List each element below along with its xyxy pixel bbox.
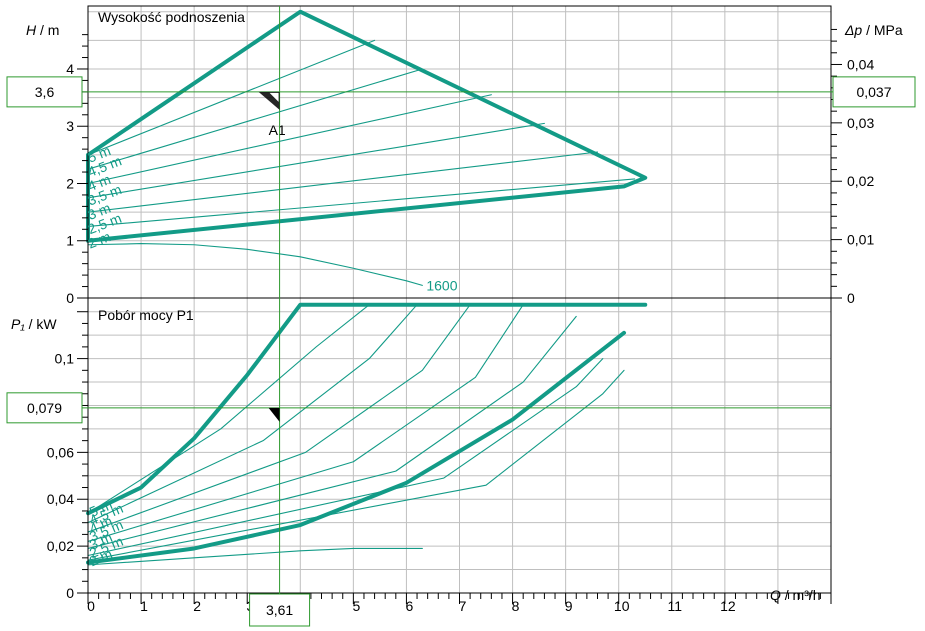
flow-value-box: 3,61 <box>249 593 311 627</box>
power-axis-symbol: P₁ <box>11 316 25 332</box>
flow-tick-label: 10 <box>614 598 630 614</box>
flow-value-box-frame <box>249 593 311 627</box>
power-value-box: 0,079 <box>6 392 83 424</box>
curve-3-5-m <box>87 304 524 542</box>
curve-3-m <box>87 315 577 550</box>
power-value-box-frame <box>6 392 83 424</box>
flow-tick-label: 5 <box>352 598 360 614</box>
head-tick-label: 3 <box>66 118 74 134</box>
power-tick-label: 0,04 <box>47 491 74 507</box>
curve-max <box>86 302 648 516</box>
flow-tick-label: 11 <box>668 598 683 614</box>
head-panel-title: Wysokość podnoszenia <box>98 9 245 25</box>
curve-1600 <box>87 243 423 286</box>
curve-4-m <box>87 304 471 533</box>
head-axis-unit: / m <box>36 22 59 38</box>
grid <box>88 6 832 593</box>
power-point-symbol <box>268 407 280 422</box>
flow-axis-title: Q / m³/h <box>770 587 821 603</box>
curve-5-m <box>87 39 376 156</box>
pressure-axis-symbol: Δp <box>844 22 862 38</box>
pressure-tick-label: 0,02 <box>847 173 874 189</box>
power-tick-label: 0,06 <box>47 444 74 460</box>
flow-tick-label: 9 <box>565 598 573 614</box>
head-value-box-text: 3,6 <box>35 84 55 100</box>
curve-3-m <box>87 151 599 213</box>
curve-min <box>86 330 627 565</box>
curve-2-5-m <box>87 358 604 557</box>
pressure-axis-title: Δp / MPa <box>844 22 903 38</box>
curve-3-5-m <box>87 122 545 199</box>
power-value-box-text: 0,079 <box>27 400 62 416</box>
curve-4-m <box>87 94 492 185</box>
curve-4-5-m <box>87 68 423 170</box>
flow-axis-unit: / m³/h <box>781 587 821 603</box>
curve-2-m <box>87 369 625 561</box>
head-tick-label: 0 <box>66 290 74 306</box>
power-tick-label: 0 <box>66 585 74 601</box>
flow-tick-label: 8 <box>512 598 520 614</box>
flow-tick-label: 2 <box>193 598 201 614</box>
head-axis-title: H / m <box>26 22 59 38</box>
pressure-tick-label: 0 <box>847 290 855 306</box>
power-panel-title: Pobór mocy P1 <box>98 307 194 323</box>
head-value-box-frame <box>6 76 83 108</box>
pressure-value-box: 0,037 <box>832 76 916 108</box>
operating-point-label: A1 <box>269 122 286 138</box>
pressure-value-box-text: 0,037 <box>856 84 891 100</box>
power-axis-title: P₁ / kW <box>11 316 57 332</box>
curve-4-5-m <box>87 304 418 524</box>
head-value-box: 3,6 <box>6 76 83 108</box>
pressure-tick-label: 0,01 <box>847 232 874 248</box>
curve-2-5-m <box>87 178 636 227</box>
pressure-tick-label: 0,03 <box>847 115 874 131</box>
curves <box>86 9 648 566</box>
head-axis-symbol: H <box>26 22 37 38</box>
head-tick-label: 1 <box>66 233 74 249</box>
pressure-axis-unit: / MPa <box>862 22 903 38</box>
head-curve-label: 2 m <box>85 228 113 251</box>
pressure-value-box-frame <box>832 76 916 108</box>
head-tick-label: 4 <box>66 61 74 77</box>
head-tick-label: 2 <box>66 175 74 191</box>
flow-tick-label: 7 <box>459 598 467 614</box>
curve-5-m <box>87 304 370 514</box>
head-curve-label: 4 m <box>85 171 113 194</box>
curve-2-m <box>87 185 625 242</box>
head-curve-label: 5 m <box>85 142 113 165</box>
flow-axis-symbol: Q <box>770 587 781 603</box>
flow-tick-label: 12 <box>720 598 736 614</box>
operating-point-symbol-inner <box>269 92 279 102</box>
curve-1600 <box>87 547 423 566</box>
pressure-tick-label: 0,04 <box>847 56 874 72</box>
flow-value-box-text: 3,61 <box>266 602 293 618</box>
power-tick-label: 0,02 <box>47 538 74 554</box>
flow-tick-label: 6 <box>406 598 414 614</box>
head-curve-label: 3 m <box>85 200 113 223</box>
flow-tick-label: 1 <box>140 598 148 614</box>
power-axis-unit: / kW <box>25 316 58 332</box>
head-curve-label: 1600 <box>426 277 457 293</box>
power-tick-label: 0,1 <box>55 351 75 367</box>
flow-tick-label: 0 <box>87 598 95 614</box>
